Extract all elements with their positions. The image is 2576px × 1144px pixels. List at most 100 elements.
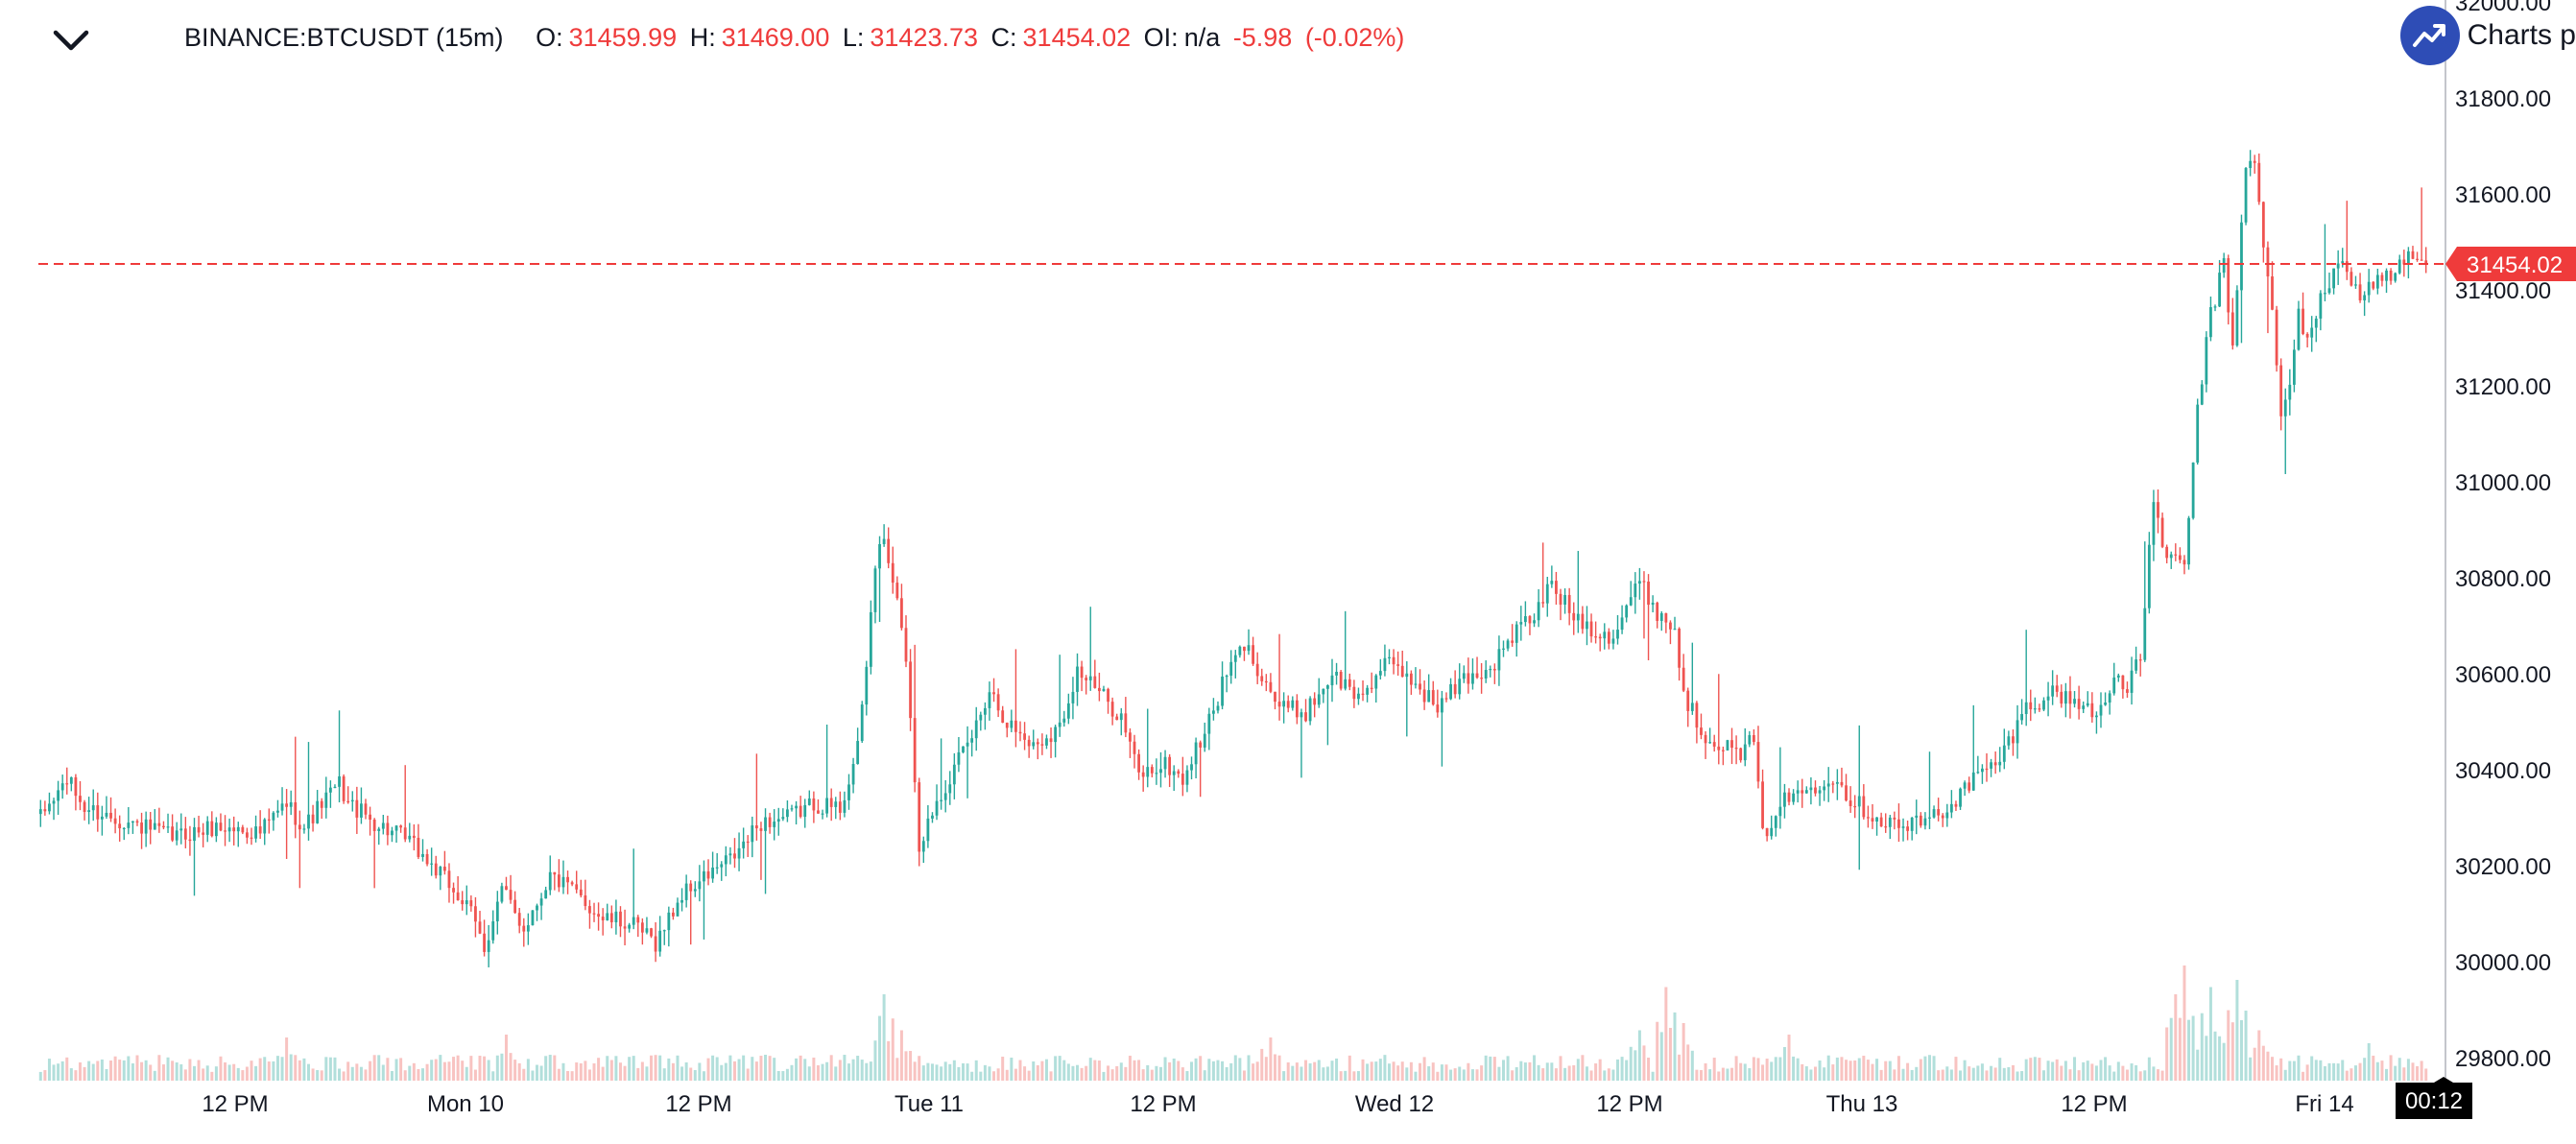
candle (1804, 786, 1808, 794)
candle (869, 600, 872, 675)
volume-bar (662, 1068, 666, 1081)
candle (1603, 623, 1607, 650)
candle (662, 929, 666, 945)
volume-bar (2135, 1065, 2138, 1081)
candle (324, 776, 328, 819)
candle (1185, 765, 1189, 793)
volume-bar (324, 1057, 328, 1081)
price-axis[interactable]: 29800.00 30000.00 30200.00 30400.00 30600.00… (2455, 0, 2551, 1072)
volume-bar (69, 1068, 73, 1081)
candle (843, 791, 847, 818)
candle (1976, 755, 1980, 775)
candle (1190, 756, 1193, 780)
volume-bar (1018, 1060, 1022, 1081)
volume-bar (536, 1064, 539, 1081)
volume-bar (2275, 1065, 2278, 1081)
volume-bar (1506, 1056, 1510, 1081)
volume-bar (1990, 1065, 1993, 1081)
price-tick-label: 30200.00 (2455, 854, 2551, 880)
volume-bar (2200, 1013, 2204, 1081)
volume-bar (601, 1066, 605, 1081)
candle (1326, 684, 1329, 746)
symbol-title[interactable]: BINANCE:BTCUSDT (15m) (184, 23, 504, 52)
candle (821, 809, 824, 820)
candle (1708, 727, 1712, 744)
candle (1361, 679, 1365, 702)
open-label: O: (536, 23, 563, 52)
volume-bar (434, 1059, 438, 1081)
candle (1743, 727, 1747, 767)
volume-bar (78, 1061, 82, 1081)
candle (1045, 734, 1048, 750)
volume-bar (636, 1067, 640, 1081)
volume-bar (785, 1068, 789, 1081)
candle (979, 711, 983, 731)
volume-bar (1682, 1023, 1685, 1081)
time-axis[interactable]: 12 PM Mon 10 12 PM Tue 11 12 PM Wed 12 12 PM Th… (202, 1091, 2353, 1117)
volume-bar (2208, 987, 2212, 1081)
volume-bar (1110, 1069, 1114, 1081)
candle (1119, 707, 1123, 736)
volume-bar (1511, 1070, 1515, 1081)
candle (2349, 267, 2353, 287)
volume-bar (1668, 1028, 1672, 1081)
collapse-legend-button[interactable] (50, 19, 92, 61)
candle (2112, 662, 2116, 696)
volume-bar (1054, 1056, 1058, 1081)
volume-bar (979, 1071, 983, 1081)
candle (539, 893, 543, 920)
candle (1295, 694, 1299, 725)
candle (2209, 296, 2212, 342)
candle (628, 922, 632, 933)
volume-bar (408, 1065, 412, 1081)
volume-bar (1756, 1058, 1760, 1081)
candle (434, 855, 438, 879)
volume-bar (1383, 1055, 1387, 1081)
volume-bar (706, 1058, 710, 1081)
volume-bar (1541, 1068, 1545, 1081)
volume-bar (2389, 1055, 2393, 1081)
candle (179, 813, 183, 845)
candle (2279, 358, 2283, 431)
volume-bar (926, 1062, 930, 1081)
candle (2033, 697, 2037, 714)
volume-bar (754, 1061, 758, 1081)
candle (2157, 489, 2159, 534)
candle (1594, 621, 1598, 644)
volume-bar (1690, 1050, 1694, 1081)
charts-badge[interactable]: Charts p (2399, 6, 2576, 65)
candle (1252, 636, 1254, 666)
volume-bar (1634, 1050, 1637, 1081)
volume-bar (1225, 1066, 1228, 1081)
volume-bar (417, 1069, 420, 1081)
candle (2015, 704, 2019, 759)
volume-bar (2121, 1065, 2125, 1081)
volume-bar (930, 1063, 934, 1081)
volume-bar (887, 1040, 891, 1081)
candle (109, 797, 112, 822)
volume-bar (1444, 1064, 1448, 1081)
candle (2354, 275, 2357, 289)
candle (294, 736, 298, 839)
candle (2319, 290, 2323, 331)
volume-bar (1216, 1060, 1220, 1081)
volume-bar (737, 1059, 741, 1081)
volume-bar (829, 1055, 833, 1081)
volume-bar (1419, 1062, 1422, 1081)
candle (1853, 795, 1857, 819)
candle (1260, 668, 1264, 686)
volume-bar (795, 1058, 799, 1081)
last-price-tag: 31454.02 (2445, 246, 2576, 281)
volume-bar (807, 1066, 811, 1081)
volume-bar (2310, 1056, 2314, 1081)
candle (1370, 672, 1373, 694)
candle (2372, 281, 2375, 291)
volume-bar (1344, 1070, 1348, 1081)
low-label: L: (842, 23, 865, 52)
candle (2121, 675, 2125, 699)
volume-bar (865, 1062, 869, 1081)
volume-bar (732, 1061, 736, 1081)
candle (1823, 779, 1826, 801)
candle (48, 792, 51, 815)
